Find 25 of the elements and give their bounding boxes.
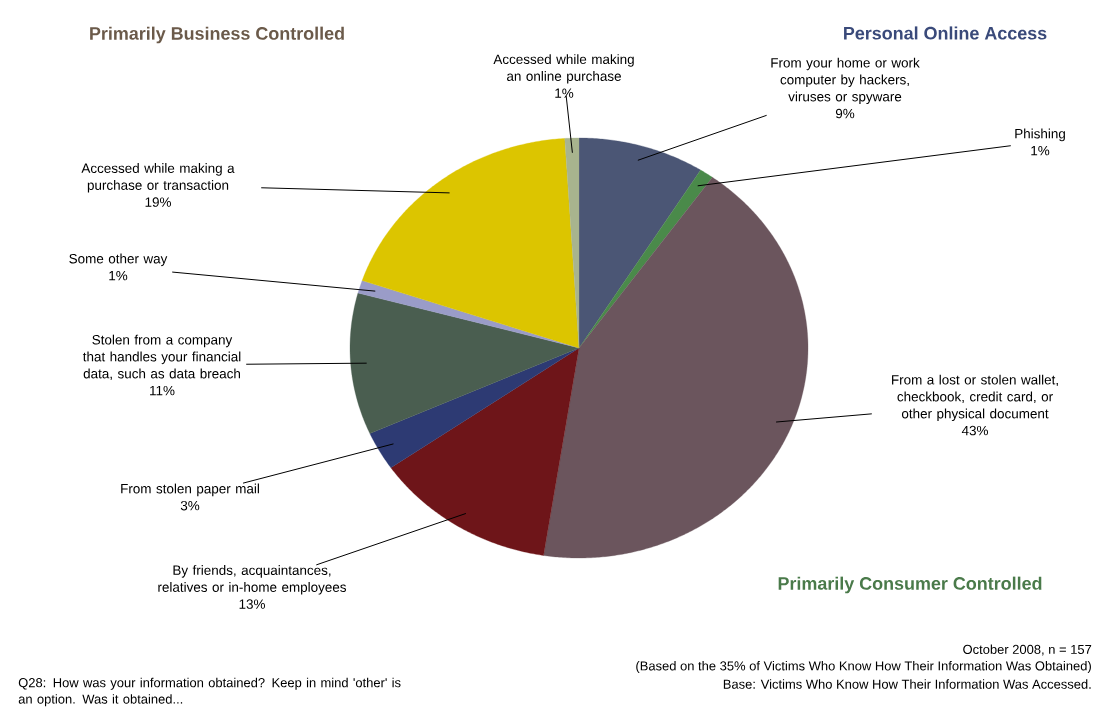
data-label: 43% — [961, 425, 988, 436]
slice-label: From a lost or stolen wallet, checkbook, credit card, or other physical document — [892, 374, 1058, 422]
text: October 2008, n = 157 — [963, 644, 1092, 656]
text: Q28: How was your information obtained? Keep in mind 'other' is an option. Was it obtained... — [18, 677, 401, 707]
data-label: 13% — [239, 599, 265, 609]
text: Primarily Consumer Controlled — [778, 576, 1042, 594]
data-label: 1% — [555, 88, 574, 98]
slice-label: Some other way — [69, 253, 168, 267]
data-label: 19% — [145, 197, 171, 207]
text: Primarily Business Controlled — [90, 26, 344, 44]
data-label: 1% — [109, 270, 128, 281]
text: (Based on the 35% of Victims Who Know How Their Information Was Obtained) — [636, 660, 1091, 674]
data-label: 9% — [835, 108, 855, 119]
data-label: 11% — [150, 385, 175, 396]
data-label: 1% — [1031, 145, 1050, 156]
data-label: 3% — [180, 500, 200, 511]
slice-label: Stolen from a company that handles your financial data, such as data breach — [82, 334, 241, 381]
slice-label: By friends, acquaintances, relatives or in-home employees — [158, 565, 347, 595]
slice-label: Accessed while making a purchase or transaction — [81, 163, 235, 193]
text: Personal Online Access — [844, 26, 1047, 40]
text: Base: Victims Who Know How Their Information Was Accessed. — [723, 679, 1091, 689]
slice-label: Accessed while making an online purchase — [493, 54, 634, 84]
slice-label: From stolen paper mail — [121, 483, 259, 497]
slice-label: From your home or work computer by hackers, viruses or spyware — [771, 57, 920, 105]
slice-label: Phishing — [1015, 128, 1065, 142]
